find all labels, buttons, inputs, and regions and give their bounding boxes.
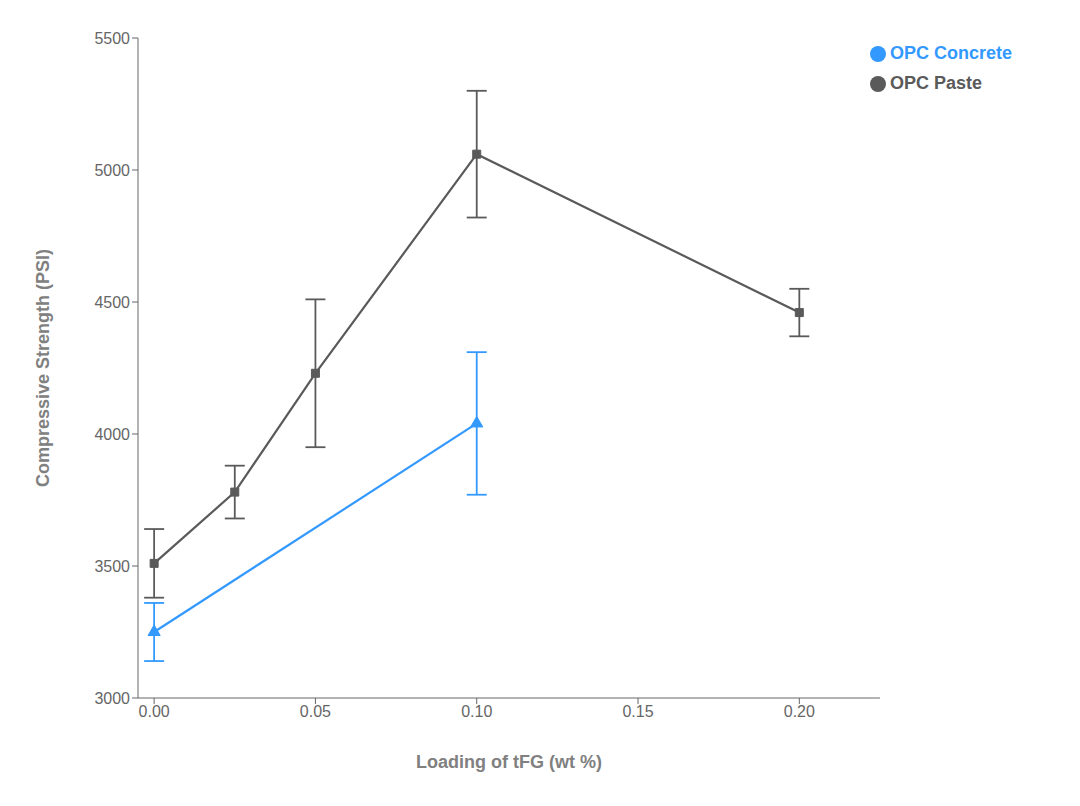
svg-text:4500: 4500 (94, 294, 130, 311)
svg-text:Loading of tFG (wt %): Loading of tFG (wt %) (416, 752, 602, 772)
svg-text:5000: 5000 (94, 162, 130, 179)
html-text:OPC Concrete: OPC Concrete (890, 43, 1012, 63)
svg-text:0.15: 0.15 (622, 703, 653, 720)
html-text:OPC Paste: OPC Paste (890, 73, 982, 93)
svg-text:5500: 5500 (94, 30, 130, 47)
svg-text:0.10: 0.10 (461, 703, 492, 720)
svg-text:0.05: 0.05 (300, 703, 331, 720)
svg-text:4000: 4000 (94, 426, 130, 443)
svg-text:0.20: 0.20 (784, 703, 815, 720)
svg-text:3000: 3000 (94, 690, 130, 707)
svg-text:Compressive Strength (PSI): Compressive Strength (PSI) (33, 249, 53, 487)
svg-text:3500: 3500 (94, 558, 130, 575)
svg-text:0.00: 0.00 (139, 703, 170, 720)
